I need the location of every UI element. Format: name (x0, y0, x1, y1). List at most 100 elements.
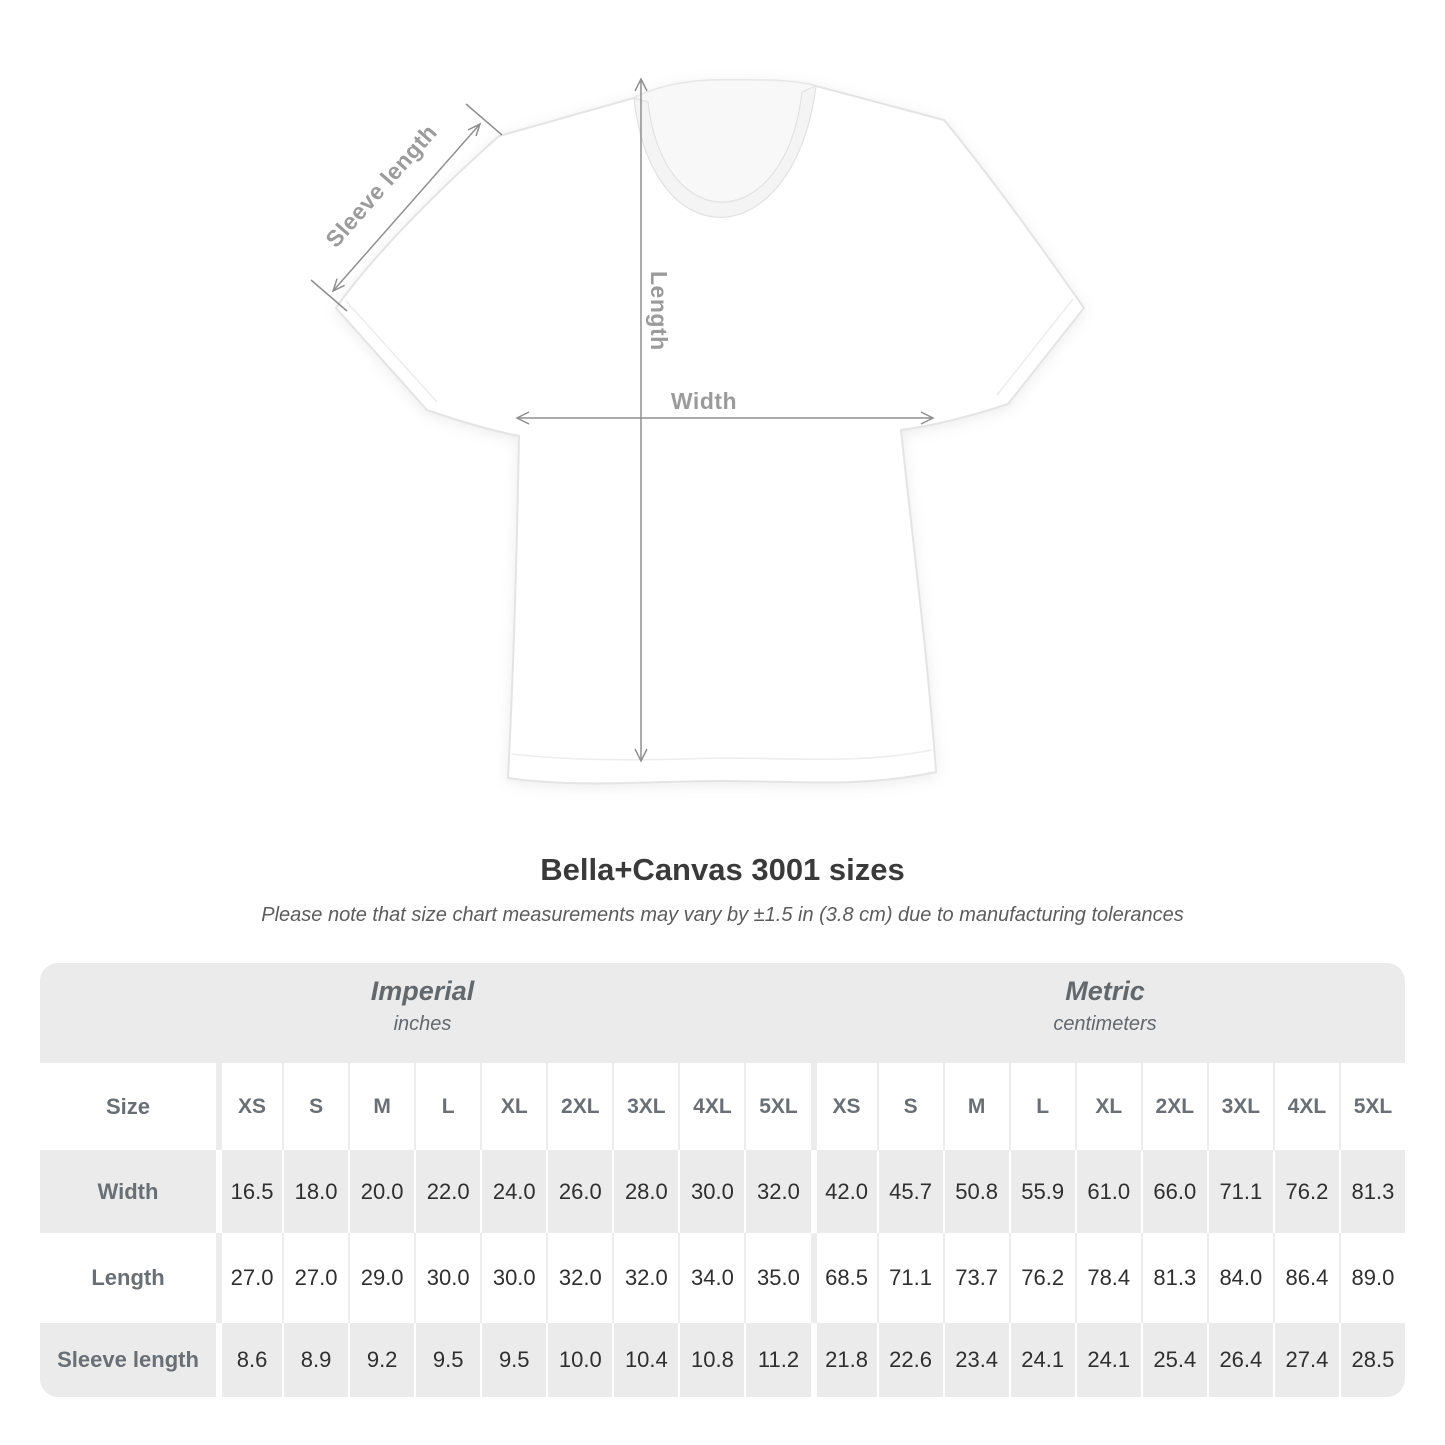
tshirt-diagram: Sleeve length Length Width (310, 77, 1086, 785)
value-cell: 9.5 (414, 1323, 481, 1397)
value-cell: 9.5 (480, 1323, 547, 1397)
value-cell: 22.6 (876, 1323, 943, 1397)
size-column-header: 3XL (612, 1063, 679, 1150)
width-row: Width 16.5 18.0 20.0 22.0 24.0 26.0 28.0 30.0 32.… (40, 1150, 1405, 1233)
value-cell: 84.0 (1206, 1233, 1273, 1323)
value-cell: 45.7 (876, 1150, 943, 1233)
collar-ribbing (633, 85, 817, 218)
value-cell: 78.4 (1074, 1233, 1141, 1323)
size-column-header: XL (480, 1063, 547, 1150)
width-label: Width (671, 388, 737, 414)
width-dimension-arrow (515, 411, 935, 425)
value-cell: 35.0 (744, 1233, 811, 1323)
value-cell: 28.0 (612, 1150, 679, 1233)
size-table-grid: Size XS S M L XL 2XL 3XL 4XL 5XL XS S M L XL 2XL 3XL 4XL 5… (40, 1063, 1405, 1397)
value-cell: 55.9 (1008, 1150, 1075, 1233)
size-column-header: 4XL (1272, 1063, 1339, 1150)
right-cuff-seam (996, 298, 1074, 396)
value-cell: 28.5 (1338, 1323, 1405, 1397)
value-cell: 61.0 (1074, 1150, 1141, 1233)
value-cell: 10.8 (678, 1323, 745, 1397)
value-cell: 27.0 (282, 1233, 349, 1323)
value-cell: 26.0 (546, 1150, 613, 1233)
unit-group-imperial: Imperial inches (40, 963, 805, 1063)
size-column-header: M (348, 1063, 415, 1150)
row-label: Sleeve length (40, 1323, 216, 1397)
size-column-header: XS (810, 1063, 877, 1150)
size-column-header: XL (1074, 1063, 1141, 1150)
metric-unit: centimeters (1053, 1013, 1157, 1035)
sleeve-length-row: Sleeve length 8.6 8.9 9.2 9.5 9.5 10.0 10.4 10.8… (40, 1323, 1405, 1397)
value-cell: 76.2 (1272, 1150, 1339, 1233)
unit-header-band: Imperial inches Metric centimeters (40, 963, 1405, 1063)
size-column-header: 2XL (546, 1063, 613, 1150)
value-cell: 27.0 (216, 1233, 283, 1323)
imperial-heading: Imperial (370, 976, 475, 1006)
metric-heading: Metric (1065, 976, 1145, 1006)
row-label: Width (40, 1150, 216, 1233)
value-cell: 32.0 (612, 1233, 679, 1323)
size-table: Imperial inches Metric centimeters Size X… (40, 963, 1405, 1397)
value-cell: 81.3 (1338, 1150, 1405, 1233)
value-cell: 32.0 (546, 1233, 613, 1323)
value-cell: 29.0 (348, 1233, 415, 1323)
value-cell: 32.0 (744, 1150, 811, 1233)
size-column-header: 2XL (1140, 1063, 1207, 1150)
value-cell: 71.1 (876, 1233, 943, 1323)
value-cell: 20.0 (348, 1150, 415, 1233)
tshirt-graphic (334, 78, 1086, 785)
value-cell: 30.0 (678, 1150, 745, 1233)
size-column-header: L (1008, 1063, 1075, 1150)
value-cell: 11.2 (744, 1323, 811, 1397)
value-cell: 24.1 (1074, 1323, 1141, 1397)
size-header-row: Size XS S M L XL 2XL 3XL 4XL 5XL XS S M L XL 2XL 3XL 4XL 5… (40, 1063, 1405, 1150)
value-cell: 16.5 (216, 1150, 283, 1233)
value-cell: 22.0 (414, 1150, 481, 1233)
value-cell: 25.4 (1140, 1323, 1207, 1397)
row-label: Size (40, 1063, 216, 1150)
size-column-header: 4XL (678, 1063, 745, 1150)
value-cell: 21.8 (810, 1323, 877, 1397)
size-column-header: L (414, 1063, 481, 1150)
hem-seam (511, 749, 933, 761)
value-cell: 71.1 (1206, 1150, 1273, 1233)
size-column-header: 5XL (744, 1063, 811, 1150)
value-cell: 68.5 (810, 1233, 877, 1323)
value-cell: 8.9 (282, 1323, 349, 1397)
left-cuff-seam (345, 300, 438, 403)
tolerance-note: Please note that size chart measurements… (261, 904, 1184, 926)
value-cell: 86.4 (1272, 1233, 1339, 1323)
title-block: Bella+Canvas 3001 sizes Please note that… (0, 852, 1445, 927)
value-cell: 42.0 (810, 1150, 877, 1233)
size-column-header: XS (216, 1063, 283, 1150)
value-cell: 27.4 (1272, 1323, 1339, 1397)
value-cell: 18.0 (282, 1150, 349, 1233)
value-cell: 24.1 (1008, 1323, 1075, 1397)
value-cell: 50.8 (942, 1150, 1009, 1233)
value-cell: 81.3 (1140, 1233, 1207, 1323)
value-cell: 76.2 (1008, 1233, 1075, 1323)
value-cell: 9.2 (348, 1323, 415, 1397)
dimension-arrows (310, 77, 935, 763)
size-column-header: 5XL (1338, 1063, 1405, 1150)
unit-group-metric: Metric centimeters (805, 963, 1405, 1063)
value-cell: 30.0 (480, 1233, 547, 1323)
value-cell: 34.0 (678, 1233, 745, 1323)
size-column-header: S (282, 1063, 349, 1150)
value-cell: 66.0 (1140, 1150, 1207, 1233)
row-label: Length (40, 1233, 216, 1323)
value-cell: 73.7 (942, 1233, 1009, 1323)
value-cell: 30.0 (414, 1233, 481, 1323)
value-cell: 10.0 (546, 1323, 613, 1397)
size-column-header: 3XL (1206, 1063, 1273, 1150)
length-dimension-arrow (634, 77, 648, 763)
value-cell: 24.0 (480, 1150, 547, 1233)
size-column-header: S (876, 1063, 943, 1150)
value-cell: 10.4 (612, 1323, 679, 1397)
value-cell: 23.4 (942, 1323, 1009, 1397)
value-cell: 89.0 (1338, 1233, 1405, 1323)
size-column-header: M (942, 1063, 1009, 1150)
value-cell: 8.6 (216, 1323, 283, 1397)
length-label: Length (646, 271, 672, 351)
